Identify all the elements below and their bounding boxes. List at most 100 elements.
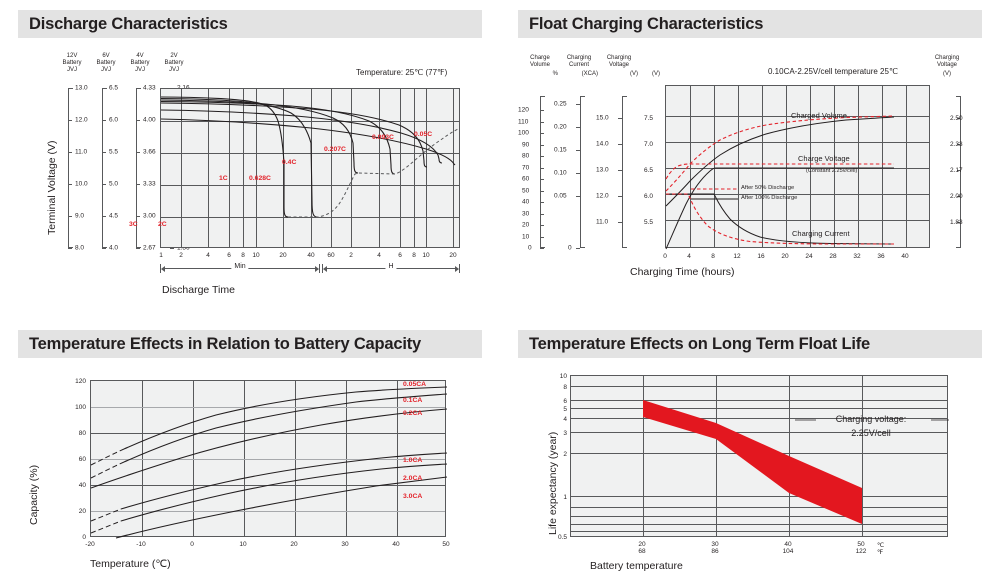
capacity-xtick-5: 30	[341, 541, 349, 548]
life-note-line2: 2.25V/cell	[851, 428, 891, 438]
float-annotation-charging-current: Charging Current	[792, 229, 850, 238]
panel-title-bar-float: Float Charging Characteristics	[518, 10, 982, 38]
capacity-label-20ca: 2.0CA	[403, 475, 423, 482]
panel-title-life: Temperature Effects on Long Term Float L…	[529, 334, 870, 353]
rate-label-0207c: 0.207C	[324, 146, 346, 153]
float-head-charge-volume: Charge Volume	[529, 55, 550, 69]
float-unit-charge-volume: %	[552, 71, 558, 77]
capacity-xtick-1: -10	[136, 541, 146, 548]
scale-axis-6v: 6.5 6.0 5.5 5.0 4.5 4.0	[102, 85, 130, 252]
life-xtick-f-1: 86	[711, 548, 719, 555]
float-unit-charging-voltage: (V)	[630, 71, 638, 77]
float-curves	[665, 115, 895, 250]
scale-axis-12v: 13.0 12.0 11.0 10.0 9.0 8.0	[68, 85, 96, 252]
capacity-xtick-2: 0	[190, 541, 194, 548]
capacity-label-10ca: 1.0CA	[403, 457, 423, 464]
capacity-xtick-7: 50	[442, 541, 450, 548]
life-xtick-f-2: 104	[782, 548, 794, 555]
panel-title-bar-discharge: Discharge Characteristics	[18, 10, 482, 38]
life-xtick-c-1: 30	[711, 541, 719, 548]
scale-head-6v: 6V Battery JVJ	[96, 53, 116, 74]
float-head-charging-current: Charging Current	[566, 55, 592, 69]
discharge-range-min: Min	[160, 263, 320, 273]
float-legend-label-50: After 50% Discharge	[741, 185, 795, 191]
float-head-charging-voltage: Charging Voltage	[606, 55, 632, 69]
life-ytick-4: 4	[563, 416, 567, 423]
float-legend-lines	[691, 188, 738, 200]
life-ytick-3: 5	[563, 406, 567, 413]
float-annotation-charged-volume: Charged Volume	[791, 111, 847, 120]
capacity-label-01ca: 0.1CA	[403, 397, 423, 404]
float-xtick-7: 28	[829, 253, 837, 260]
float-unit-inner: (V)	[652, 71, 660, 77]
float-right-tick-2: 2.17	[950, 167, 963, 174]
life-band	[643, 400, 949, 524]
panel-temperature-effects-capacity: Temperature Effects in Relation to Batte…	[0, 320, 500, 587]
discharge-xtick-10: 4	[377, 252, 381, 259]
capacity-xtick-4: 20	[290, 541, 298, 548]
panel-temperature-effects-float-life: Temperature Effects on Long Term Float L…	[500, 320, 1000, 587]
capacity-plot-area: 0.05CA 0.1CA 0.2CA 1.0CA 2.0CA 3.0CA	[90, 380, 448, 539]
float-xtick-0: 0	[663, 253, 667, 260]
discharge-range-hour: H	[322, 263, 460, 273]
panel-float-charging-characteristics: Float Charging Characteristics Charge Vol…	[500, 0, 1000, 320]
float-axis-charging-voltage: 15.0 14.0 13.0 12.0 11.0	[596, 96, 642, 248]
float-annotation-charge-voltage-sub: (Constant 2.25v/cell)	[806, 168, 858, 174]
life-xtick-f-0: 68	[638, 548, 646, 555]
float-axis-charge-volume: 120 110 100 90 80 70 60 50 40 30 20 10 0	[518, 96, 560, 252]
float-right-tick-0: 2.50	[950, 115, 963, 122]
panel-title-bar-capacity: Temperature Effects in Relation to Batte…	[18, 330, 482, 358]
rate-label-2c: 2C	[158, 221, 167, 228]
discharge-xtick-2: 4	[206, 252, 210, 259]
discharge-temperature-annotation: Temperature: 25℃ (77℉)	[356, 68, 448, 77]
capacity-label-02ca: 0.2CA	[403, 410, 423, 417]
float-inner-tick-0: 7.5	[644, 115, 654, 122]
float-annotation-charge-voltage: Charge Voltage	[798, 154, 850, 163]
discharge-xtick-6: 20	[279, 252, 287, 259]
float-xtick-5: 20	[781, 253, 789, 260]
panel-title-bar-life: Temperature Effects on Long Term Float L…	[518, 330, 982, 358]
life-x-axis-title: Battery temperature	[590, 560, 683, 572]
float-xtick-8: 32	[853, 253, 861, 260]
float-xtick-4: 16	[757, 253, 765, 260]
scale-axis-4v: 4.33 4.00 3.66 3.33 3.00 2.67	[136, 85, 164, 252]
float-inner-tick-1: 7.0	[644, 141, 654, 148]
discharge-xtick-4: 8	[241, 252, 245, 259]
life-ytick-8: 0.5	[557, 534, 567, 541]
rate-label-3c: 3C	[129, 221, 138, 228]
capacity-ytick-1: 100	[75, 404, 86, 411]
discharge-xtick-9: 2	[349, 252, 353, 259]
discharge-xtick-13: 10	[422, 252, 430, 259]
life-ytick-0: 10	[559, 373, 567, 380]
float-right-tick-1: 2.33	[950, 141, 963, 148]
capacity-ytick-6: 0	[82, 534, 86, 541]
life-unit-fahrenheit: ℉	[877, 549, 884, 556]
life-ytick-1: 8	[563, 384, 567, 391]
discharge-xtick-1: 2	[179, 252, 183, 259]
float-annotation: 0.10CA-2.25V/cell temperature 25℃	[768, 67, 898, 76]
float-xtick-10: 40	[901, 253, 909, 260]
capacity-label-005ca: 0.05CA	[403, 381, 427, 388]
life-ytick-6: 2	[563, 451, 567, 458]
life-xtick-c-2: 40	[784, 541, 792, 548]
discharge-y-axis-title: Terminal Voltage (V)	[46, 140, 58, 235]
float-right-tick-3: 2.00	[950, 193, 963, 200]
life-unit-celsius: ℃	[877, 542, 885, 549]
capacity-label-30ca: 3.0CA	[403, 493, 423, 500]
scale-head-2v: 2V Battery JVJ	[164, 53, 184, 74]
float-inner-tick-3: 6.0	[644, 193, 654, 200]
float-xtick-1: 4	[687, 253, 691, 260]
float-legend-label-100: After 100% Discharge	[741, 195, 798, 201]
float-xtick-3: 12	[733, 253, 741, 260]
scale-head-4v: 4V Battery JVJ	[130, 53, 150, 74]
life-xtick-c-3: 50	[857, 541, 865, 548]
float-xtick-9: 36	[877, 253, 885, 260]
float-head-right-axis: Charging Voltage	[934, 55, 960, 69]
life-xtick-c-0: 20	[638, 541, 646, 548]
capacity-xtick-0: -20	[85, 541, 95, 548]
discharge-xtick-11: 6	[398, 252, 402, 259]
discharge-xtick-7: 40	[307, 252, 315, 259]
life-note-line1: Charging voltage:	[835, 414, 907, 424]
float-unit-charging-current: (XCA)	[581, 71, 598, 77]
discharge-xtick-12: 8	[412, 252, 416, 259]
